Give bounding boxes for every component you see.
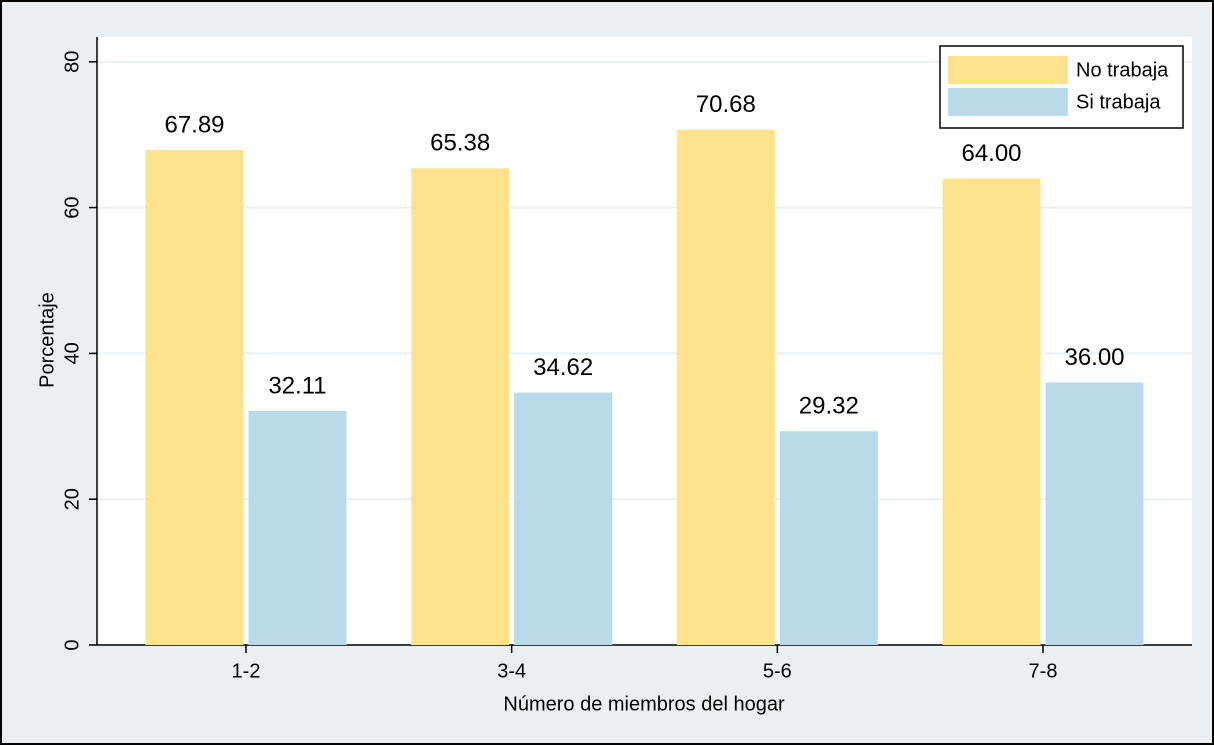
bar — [1045, 382, 1144, 645]
bar — [942, 178, 1041, 645]
value-label: 36.00 — [1064, 344, 1124, 371]
legend-label: Si trabaja — [1076, 91, 1161, 113]
legend-swatch — [948, 56, 1068, 84]
bar — [248, 410, 347, 645]
bar — [145, 150, 244, 646]
value-label: 64.00 — [961, 140, 1021, 167]
value-label: 34.62 — [533, 354, 593, 381]
x-tick-label: 7-8 — [1029, 660, 1058, 682]
bar — [411, 168, 510, 645]
value-label: 67.89 — [164, 111, 224, 138]
bar — [676, 129, 775, 645]
y-axis-label: Porcentaje — [36, 292, 58, 388]
value-label: 32.11 — [268, 372, 326, 399]
legend-swatch — [948, 88, 1068, 116]
value-label: 29.32 — [799, 393, 859, 420]
value-label: 70.68 — [696, 91, 756, 118]
x-tick-label: 3-4 — [497, 660, 526, 682]
bar — [514, 392, 613, 645]
y-tick-label: 0 — [61, 639, 83, 650]
y-tick-label: 60 — [61, 196, 83, 218]
x-tick-label: 5-6 — [763, 660, 792, 682]
y-tick-label: 20 — [61, 488, 83, 510]
x-axis-label: Número de miembros del hogar — [503, 693, 785, 715]
y-tick-label: 80 — [61, 51, 83, 73]
value-label: 65.38 — [430, 130, 490, 157]
legend-label: No trabaja — [1076, 59, 1169, 81]
y-tick-label: 40 — [61, 342, 83, 364]
x-tick-label: 1-2 — [232, 660, 261, 682]
bar — [779, 431, 878, 645]
